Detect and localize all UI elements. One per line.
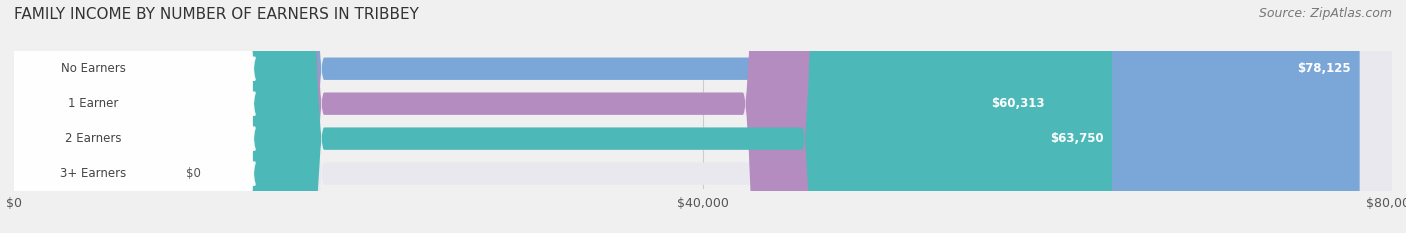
FancyBboxPatch shape [14,0,1392,233]
FancyBboxPatch shape [0,0,254,233]
Text: $78,125: $78,125 [1298,62,1351,75]
Text: $0: $0 [186,167,201,180]
FancyBboxPatch shape [14,0,1053,233]
FancyBboxPatch shape [14,0,1392,233]
FancyBboxPatch shape [14,0,1360,233]
Text: No Earners: No Earners [60,62,125,75]
FancyBboxPatch shape [14,0,1392,233]
Text: FAMILY INCOME BY NUMBER OF EARNERS IN TRIBBEY: FAMILY INCOME BY NUMBER OF EARNERS IN TR… [14,7,419,22]
Text: 3+ Earners: 3+ Earners [60,167,127,180]
FancyBboxPatch shape [14,0,1392,233]
Text: $63,750: $63,750 [1050,132,1104,145]
FancyBboxPatch shape [0,0,254,233]
Text: $60,313: $60,313 [991,97,1045,110]
FancyBboxPatch shape [0,0,254,233]
Text: 2 Earners: 2 Earners [65,132,121,145]
Text: Source: ZipAtlas.com: Source: ZipAtlas.com [1258,7,1392,20]
FancyBboxPatch shape [14,0,1112,233]
FancyBboxPatch shape [0,0,254,233]
Text: 1 Earner: 1 Earner [67,97,118,110]
